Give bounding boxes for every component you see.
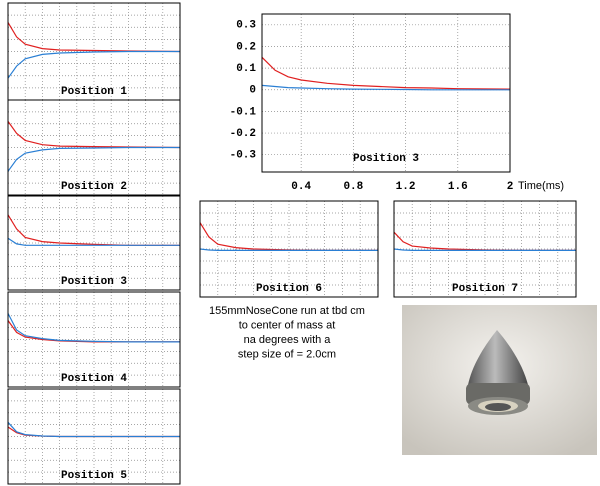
plot-frame xyxy=(199,200,379,298)
y-tick-label: 0.1 xyxy=(236,63,256,75)
x-axis-label: Time(ms) xyxy=(518,180,564,192)
y-tick-label: 0.2 xyxy=(236,41,256,53)
y-tick-label: 0.3 xyxy=(236,20,256,32)
y-tick-label: -0.1 xyxy=(230,106,257,118)
plot-frame xyxy=(7,99,181,196)
caption-line: na degrees with a xyxy=(244,334,332,346)
chart-title: Position 3 xyxy=(61,276,127,288)
caption-line: to center of mass at xyxy=(239,319,336,331)
y-tick-label: -0.3 xyxy=(230,150,257,162)
chart-title: Position 2 xyxy=(61,181,127,193)
series-line xyxy=(393,248,576,251)
chart-title: Position 3 xyxy=(353,153,419,165)
plot-area xyxy=(262,14,510,172)
caption: 155mmNoseCone run at tbd cm to center of … xyxy=(209,305,365,361)
series-line xyxy=(261,84,510,91)
x-tick-label: 1.2 xyxy=(396,181,416,193)
plot-frame xyxy=(7,388,181,485)
y-tick-label: 0 xyxy=(249,85,256,97)
series-line xyxy=(7,237,180,246)
chart-title: Position 6 xyxy=(256,283,322,295)
caption-line: step size of = 2.0cm xyxy=(238,348,336,360)
series-line xyxy=(7,146,180,172)
series-line xyxy=(7,313,180,343)
chart-title: Position 7 xyxy=(452,283,518,295)
series-line xyxy=(7,22,181,53)
series-line xyxy=(261,56,511,90)
x-tick-label: 1.6 xyxy=(448,181,468,193)
plot-frame xyxy=(7,195,181,291)
caption-line: 155mmNoseCone run at tbd cm xyxy=(209,305,365,317)
series-line xyxy=(7,421,180,438)
plot-frame xyxy=(261,13,511,173)
series-line xyxy=(7,121,181,149)
chart-title: Position 1 xyxy=(61,86,127,98)
plot-frame xyxy=(7,291,181,388)
series-line xyxy=(7,50,180,79)
plot-frame xyxy=(393,200,577,298)
x-tick-label: 0.8 xyxy=(343,181,363,193)
x-tick-label: 0.4 xyxy=(291,181,311,193)
chart-title: Position 5 xyxy=(61,470,127,482)
y-tick-label: -0.2 xyxy=(230,128,256,140)
x-tick-label: 2 xyxy=(507,181,514,193)
series-line xyxy=(199,248,378,251)
chart-title: Position 4 xyxy=(61,373,127,385)
photo xyxy=(402,305,597,455)
